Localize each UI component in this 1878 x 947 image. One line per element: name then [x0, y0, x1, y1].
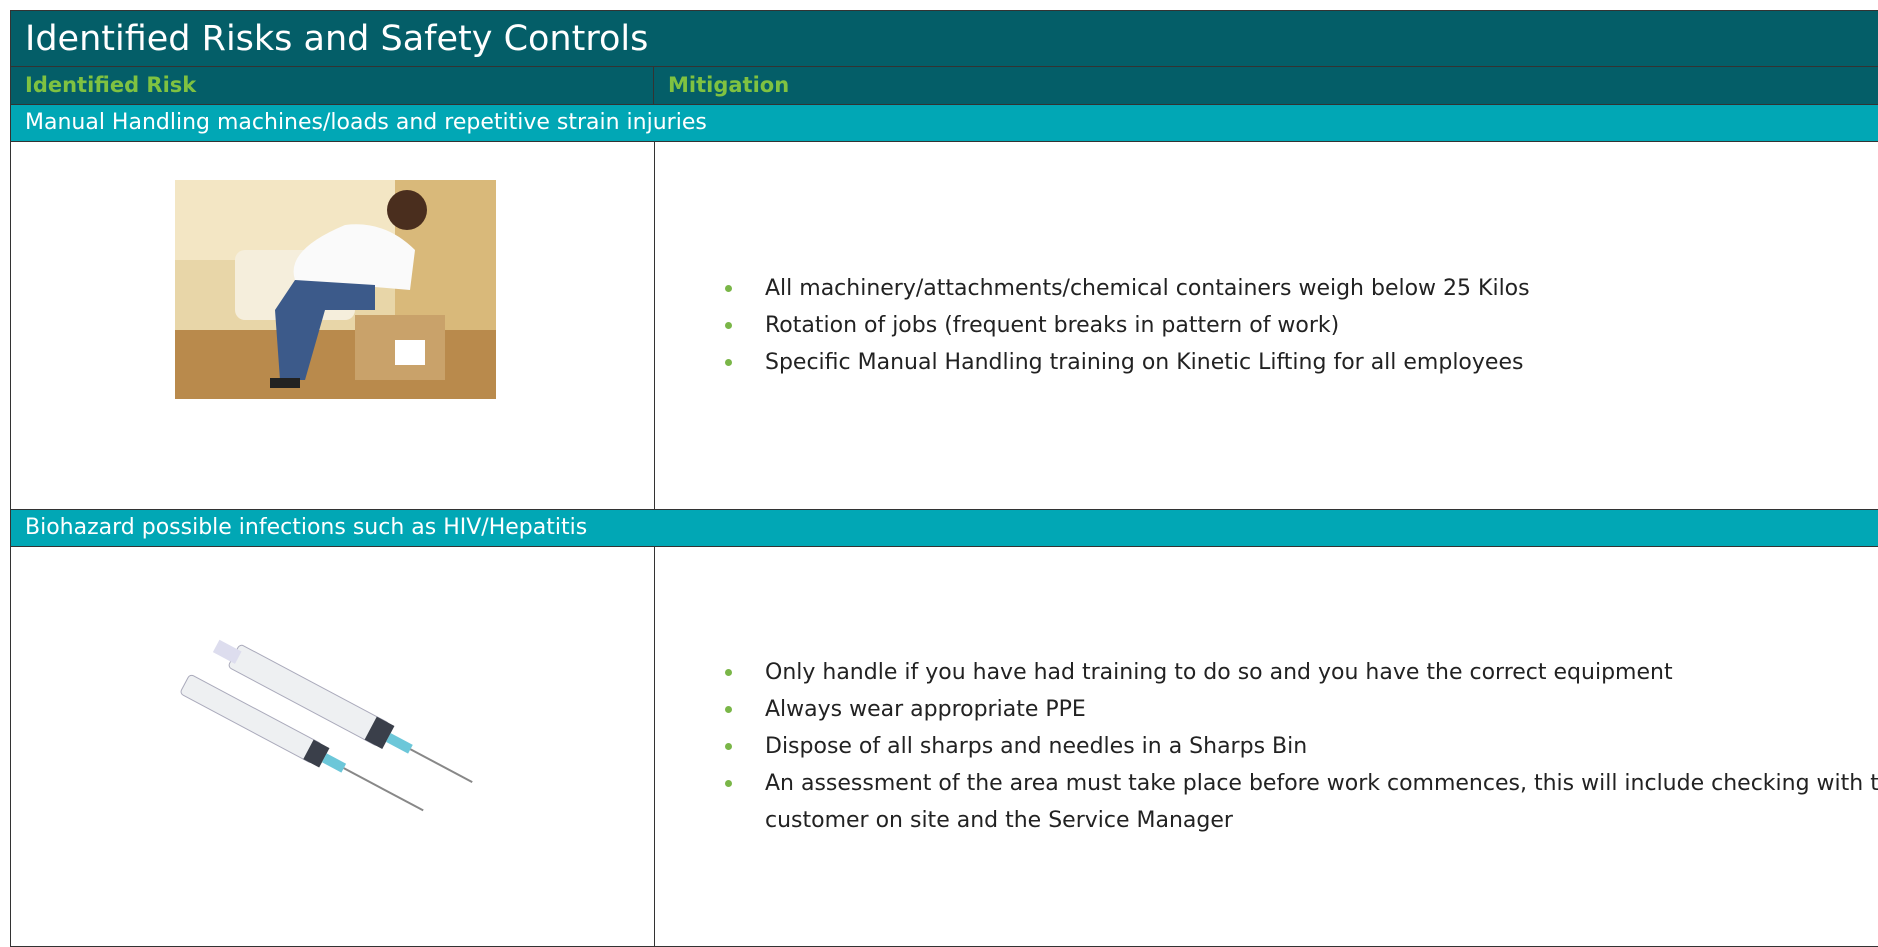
risk-section: Manual Handling machines/loads and repet… [10, 105, 1878, 142]
mitigation-item: Only handle if you have had training to … [725, 654, 1878, 691]
header-risk: Identified Risk [11, 67, 654, 104]
header-row: Identified Risk Mitigation [10, 67, 1878, 105]
page: Identified Risks and Safety Controls Ide… [10, 10, 1878, 947]
header-mitigation: Mitigation [668, 73, 790, 97]
image-cell [11, 142, 655, 509]
mitigation-item: Rotation of jobs (frequent breaks in pat… [725, 307, 1878, 344]
mitigation-item: All machinery/attachments/chemical conta… [725, 270, 1878, 307]
risk-section: Biohazard possible infections such as HI… [10, 510, 1878, 547]
risk-table: Identified Risks and Safety Controls Ide… [10, 10, 1878, 947]
table-title: Identified Risks and Safety Controls [10, 10, 1878, 67]
mitigation-list: All machinery/attachments/chemical conta… [655, 270, 1878, 381]
mitigation-item: An assessment of the area must take plac… [725, 765, 1878, 839]
mitigation-item: Specific Manual Handling training on Kin… [725, 344, 1878, 381]
rows: Manual Handling machines/loads and repet… [10, 105, 1878, 947]
mitigation-cell: All machinery/attachments/chemical conta… [655, 142, 1878, 509]
image-cell [11, 547, 655, 946]
mitigation-item: Dispose of all sharps and needles in a S… [725, 728, 1878, 765]
mitigation-list: Only handle if you have had training to … [655, 654, 1878, 839]
mitigation-cell: Only handle if you have had training to … [655, 547, 1878, 946]
mitigation-item: Always wear appropriate PPE [725, 691, 1878, 728]
risk-body: Only handle if you have had training to … [10, 547, 1878, 947]
risk-body: All machinery/attachments/chemical conta… [10, 142, 1878, 510]
syringe-photo [180, 639, 473, 812]
lifting-photo [175, 180, 496, 399]
